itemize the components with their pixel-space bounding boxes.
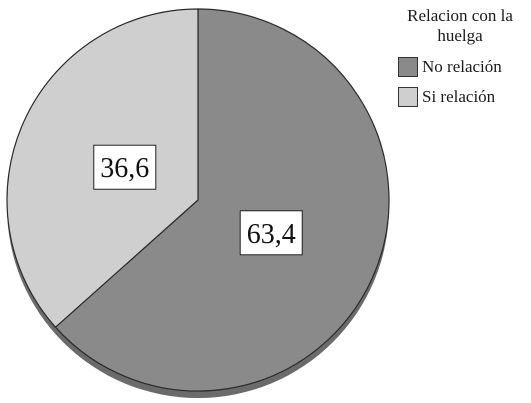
legend-item-no-relacion: No relación — [398, 56, 502, 78]
legend-item-si-relacion: Si relación — [398, 86, 495, 108]
pie-data-labels: 63,4 36,6 — [93, 144, 303, 256]
data-label-1: 36,6 — [100, 153, 149, 184]
legend-label-si-relacion: Si relación — [422, 87, 496, 106]
data-label-box-0 — [239, 210, 303, 256]
legend-title: Relacion con la huelga — [407, 6, 513, 45]
legend-swatch-no-relacion — [398, 57, 418, 77]
pie-slice-0 — [54, 8, 390, 392]
legend-swatch-si-relacion — [398, 87, 418, 107]
legend-label-no-relacion: No relación — [422, 57, 502, 76]
pie-slices — [6, 8, 390, 392]
data-label-0: 63,4 — [247, 219, 296, 250]
data-label-box-1 — [93, 144, 157, 190]
